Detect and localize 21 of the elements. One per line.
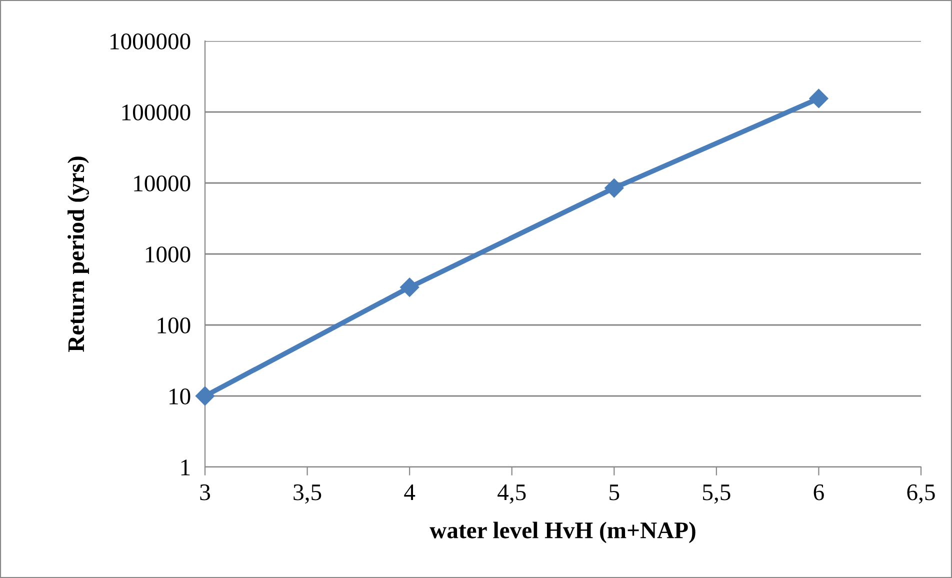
- point: [195, 386, 215, 406]
- x-axis-title: water level HvH (m+NAP): [430, 522, 696, 544]
- x-tick-label: 6: [814, 484, 824, 500]
- y-tick-label: 10000: [134, 175, 190, 192]
- y-tick-label: 1000000: [110, 33, 190, 50]
- x-tick-label: 4,5: [498, 484, 526, 504]
- y-axis-title: Return period (yrs): [68, 156, 90, 352]
- x-tick-label: 4: [404, 484, 416, 500]
- x-tick-label: 5: [610, 484, 620, 500]
- y-tick-label: 100: [158, 317, 190, 334]
- point: [809, 88, 828, 108]
- x-tick-label: 3,5: [294, 484, 322, 504]
- point: [604, 178, 624, 198]
- y-tick-label: 10: [170, 388, 190, 404]
- x-tick-label: 3: [200, 484, 210, 500]
- x-tick-label: 6,5: [907, 484, 935, 504]
- y-tick-label: 1000: [146, 246, 190, 262]
- x-tick-label: 5,5: [703, 484, 730, 504]
- y-tick-label: 1: [181, 460, 190, 476]
- point: [400, 278, 420, 297]
- y-tick-label: 100000: [122, 104, 190, 120]
